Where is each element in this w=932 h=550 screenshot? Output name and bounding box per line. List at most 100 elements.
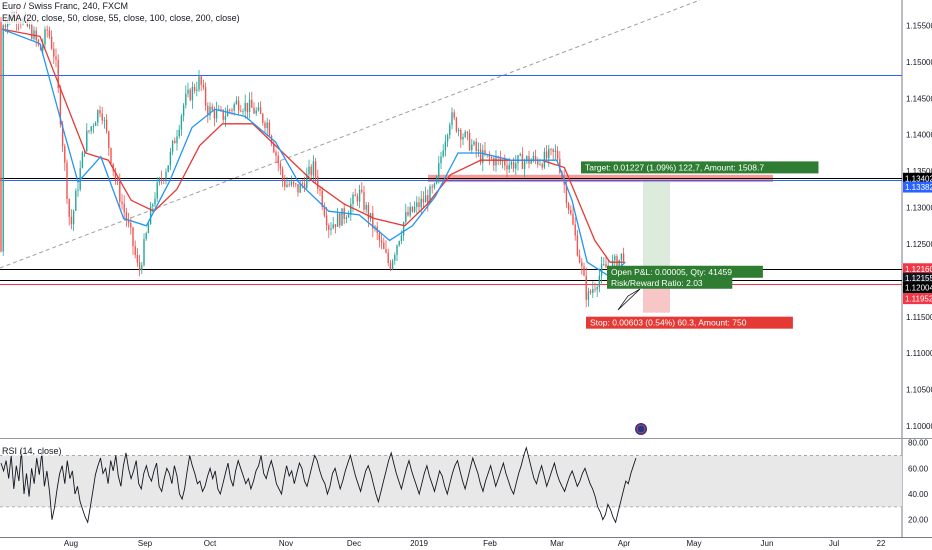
candle-body (444, 141, 447, 151)
candle-body (594, 289, 596, 290)
candle-body (446, 135, 449, 142)
candle-body (413, 206, 416, 212)
candle-body (354, 194, 356, 197)
candle-body (88, 130, 90, 132)
candle-body (402, 222, 405, 236)
candle-body (277, 155, 279, 164)
candle-body (105, 119, 108, 132)
candle-body (352, 194, 354, 205)
candle-body (50, 36, 53, 49)
candle-body (482, 150, 484, 163)
candle-body (407, 212, 409, 216)
candle-body (552, 149, 554, 152)
candle-body (435, 176, 438, 184)
symbol-title[interactable]: Euro / Swiss Franc, 240, FXCM (2, 1, 129, 12)
time-tick-sep: Sep (138, 539, 153, 548)
candle-body (193, 86, 196, 91)
candle-body (42, 44, 44, 51)
time-tick-may: May (686, 539, 701, 548)
price-label-bg-4 (903, 282, 932, 294)
rsi-tick-label: 40.00 (908, 490, 929, 499)
candle-body (409, 206, 411, 216)
candle-body (358, 189, 361, 202)
candle-body (169, 151, 172, 166)
candle-body (130, 222, 132, 228)
candle-body (567, 203, 570, 210)
candle-body (365, 205, 367, 210)
candle-body (530, 160, 532, 164)
price-label-3: 1.12155 (905, 274, 932, 283)
candle-body (545, 151, 548, 159)
candle-body (125, 212, 128, 221)
candle-body (332, 224, 334, 229)
candle-body (317, 176, 319, 189)
candle-body (116, 180, 119, 182)
time-tick-nov: Nov (279, 539, 293, 548)
candle-body (618, 259, 620, 270)
candle-body (583, 266, 585, 276)
candle-body (176, 136, 178, 144)
candle-body (198, 76, 200, 90)
candle-body (231, 110, 233, 111)
candle-body (72, 210, 75, 225)
candle-body (182, 105, 185, 116)
time-tick-jun: Jun (761, 539, 774, 548)
candle-body (367, 205, 370, 220)
candle-body (55, 56, 57, 60)
rsi-line (0, 446, 637, 524)
candle-body (97, 110, 99, 123)
price-label-bg-1 (903, 181, 932, 193)
candle-body (600, 264, 603, 276)
candle-body (539, 164, 541, 165)
candle-body (431, 186, 433, 188)
candle-body (383, 242, 385, 249)
candle-body (295, 183, 297, 185)
candle-body (512, 161, 515, 169)
candle-body (405, 212, 407, 223)
candle-body (380, 240, 383, 243)
rsi-indicator-label[interactable]: RSI (14, close) (2, 446, 62, 456)
open-pnl-label-bg (607, 265, 763, 278)
candle-body (2, 25, 4, 252)
candle-body (235, 100, 238, 105)
candle-body (99, 110, 101, 114)
candle-body (475, 141, 477, 151)
candle-body (523, 161, 526, 169)
candle-body (589, 291, 592, 293)
candle-body (143, 239, 145, 266)
candle-body (548, 148, 550, 159)
candle-body (341, 208, 343, 226)
ema-indicator-label[interactable]: EMA (20, close, 50, close, 55, close, 10… (2, 13, 240, 24)
ema-slow-line (1, 28, 626, 263)
candle-body (94, 122, 97, 126)
profit-zone (643, 179, 670, 269)
candle-body (385, 248, 387, 253)
candle-body (163, 179, 165, 181)
rsi-tick-label: 80.00 (908, 439, 929, 448)
candle-body (90, 126, 92, 132)
candle-body (565, 184, 568, 204)
candle-body (59, 88, 62, 125)
candle-body (218, 108, 220, 110)
candle-body (251, 99, 253, 108)
candle-body (200, 76, 202, 85)
candle-body (347, 214, 350, 218)
target-label-bg (581, 161, 819, 174)
candle-body (570, 209, 572, 214)
candle-body (191, 86, 194, 101)
price-tick-label: 1.11000 (906, 349, 932, 358)
candle-body (336, 213, 339, 227)
candle-body (141, 265, 143, 270)
candle-body (517, 155, 519, 164)
candle-body (356, 196, 359, 202)
candle-body (257, 107, 260, 111)
time-tick-jul: Jul (829, 539, 839, 548)
candle-body (53, 48, 55, 57)
candle-body (132, 227, 134, 247)
candle-body (180, 115, 183, 130)
time-tick-oct: Oct (204, 539, 217, 548)
candle-body (473, 141, 475, 145)
candle-body (400, 235, 403, 242)
price-tick-label: 1.14000 (906, 131, 932, 140)
